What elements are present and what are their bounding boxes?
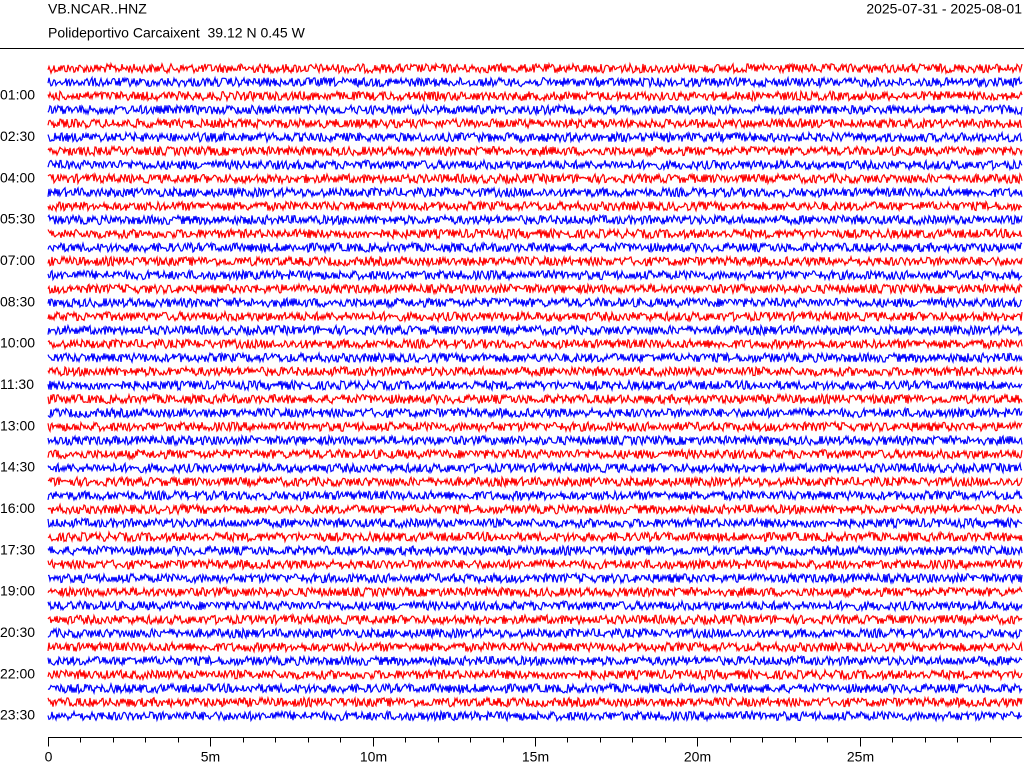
trace [47, 213, 1023, 227]
trace [47, 268, 1023, 282]
trace [47, 254, 1023, 268]
x-tick-label: 15m [522, 749, 549, 765]
y-tick-label: 13:00 [0, 417, 35, 433]
trace [47, 392, 1023, 406]
y-tick-label: 08:30 [0, 293, 35, 309]
x-tick-label: 25m [847, 749, 874, 765]
trace [48, 571, 1023, 585]
y-tick-label: 16:00 [0, 500, 35, 516]
trace [47, 282, 1023, 296]
y-tick-label: 23:30 [0, 707, 35, 723]
y-tick-label: 22:00 [0, 665, 35, 681]
trace [47, 502, 1023, 516]
x-tick-label: 5m [201, 749, 220, 765]
y-tick-label: 20:30 [0, 624, 35, 640]
y-tick-label: 04:00 [0, 169, 35, 185]
trace [47, 75, 1023, 89]
trace [47, 612, 1023, 627]
trace [47, 419, 1023, 434]
date-range: 2025-07-31 - 2025-08-01 [866, 1, 1022, 17]
trace [47, 461, 1022, 475]
y-tick-label: 11:30 [0, 376, 34, 392]
trace [47, 103, 1023, 117]
trace [47, 240, 1023, 255]
y-tick-label: 17:30 [0, 541, 35, 557]
trace [47, 337, 1023, 351]
trace [47, 364, 1023, 379]
trace [47, 557, 1023, 571]
trace [47, 640, 1023, 654]
trace [47, 475, 1023, 489]
trace [47, 309, 1023, 324]
y-tick-label: 01:00 [0, 87, 35, 103]
trace [47, 516, 1023, 530]
x-tick-label: 20m [684, 749, 711, 765]
trace [47, 585, 1023, 599]
x-tick-label: 0 [45, 749, 53, 765]
trace [47, 61, 1023, 75]
trace [47, 350, 1023, 365]
trace [47, 130, 1023, 145]
trace [47, 144, 1023, 158]
trace [47, 626, 1023, 640]
trace [47, 654, 1023, 668]
trace [47, 667, 1023, 682]
station-subtitle: Polideportivo Carcaixent 39.12 N 0.45 W [48, 25, 306, 41]
trace [47, 681, 1023, 696]
trace [47, 433, 1023, 448]
trace [47, 488, 1023, 503]
trace [47, 158, 1023, 172]
trace [47, 378, 1023, 393]
y-tick-label: 10:00 [0, 335, 35, 351]
station-title: VB.NCAR..HNZ [48, 1, 147, 17]
trace [47, 116, 1023, 131]
trace [47, 199, 1023, 213]
trace [47, 296, 1023, 310]
trace [47, 185, 1023, 200]
trace [47, 323, 1023, 337]
trace [47, 406, 1023, 420]
trace [47, 695, 1023, 709]
y-tick-label: 05:30 [0, 211, 35, 227]
trace [47, 530, 1023, 544]
trace [47, 227, 1023, 241]
y-tick-label: 14:30 [0, 459, 35, 475]
x-tick-label: 10m [360, 749, 387, 765]
trace [47, 171, 1023, 186]
y-tick-label: 19:00 [0, 583, 35, 599]
y-tick-label: 07:00 [0, 252, 35, 268]
y-tick-label: 02:30 [0, 128, 35, 144]
trace [47, 447, 1023, 461]
trace [47, 709, 1023, 723]
trace [47, 544, 1023, 558]
trace [47, 599, 1023, 613]
trace [47, 89, 1023, 103]
